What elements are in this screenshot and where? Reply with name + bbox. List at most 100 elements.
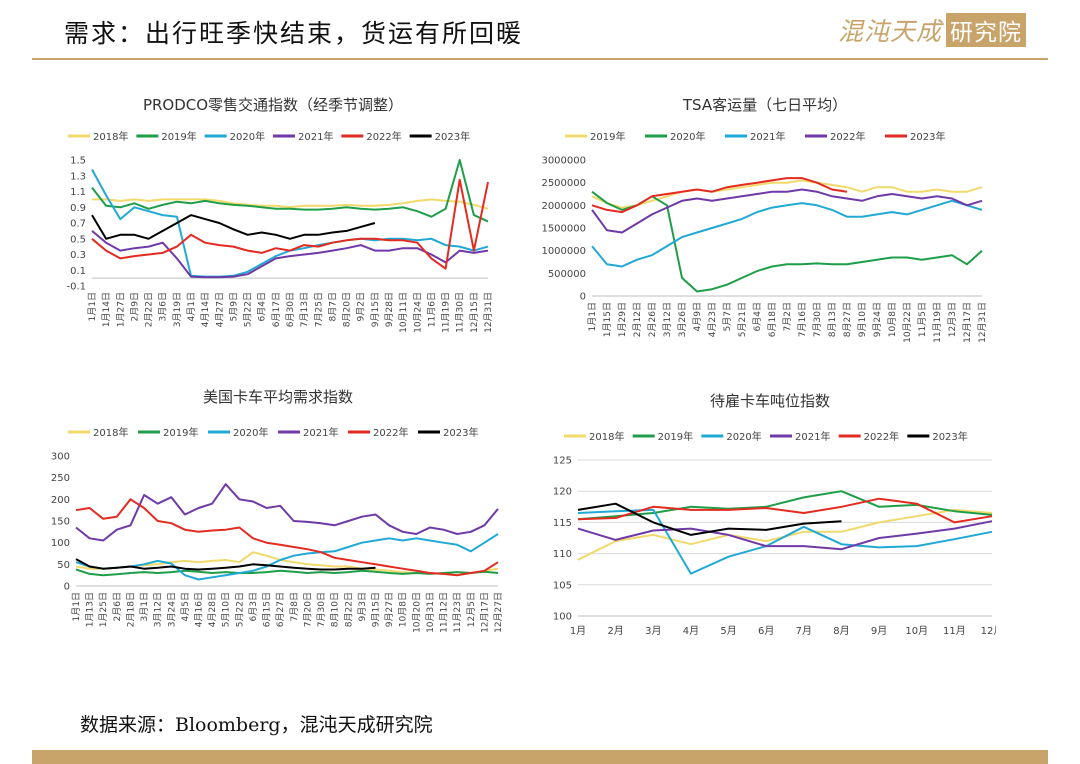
x-tick-label: 7月13日 — [299, 292, 310, 327]
series-line — [91, 169, 489, 278]
legend-label: 2021年 — [303, 426, 338, 439]
x-tick-label: 6月15日 — [262, 592, 273, 627]
x-tick-label: 9月2日 — [356, 292, 367, 321]
series-line — [577, 508, 993, 561]
legend-label: 2022年 — [366, 130, 401, 143]
y-tick-label: 110 — [553, 549, 572, 560]
series-line — [91, 214, 376, 240]
x-tick-label: 8月20日 — [342, 292, 353, 327]
y-tick-label: 1.1 — [70, 187, 86, 198]
y-tick-label: 300 — [51, 452, 70, 463]
brand-logo: 混沌天成 研究院 — [838, 12, 1026, 48]
x-tick-label: 2月9日 — [129, 292, 140, 321]
x-tick-label: 12月17日 — [962, 302, 973, 343]
x-tick-label: 11月19日 — [932, 302, 943, 343]
x-tick-label: 1月1日 — [71, 592, 82, 621]
x-tick-label: 12月15日 — [469, 292, 480, 333]
series-line — [591, 199, 983, 268]
chart-title: TSA客运量（七日平均） — [682, 96, 847, 114]
legend-label: 2023年 — [932, 430, 967, 443]
x-tick-label: 7月2日 — [782, 302, 793, 331]
y-tick-label: 115 — [553, 518, 572, 529]
x-tick-label: 6月27日 — [275, 592, 286, 627]
x-tick-label: 10月 — [905, 625, 928, 637]
y-tick-label: 125 — [553, 456, 572, 467]
x-tick-label: 12月17日 — [479, 592, 490, 633]
x-tick-label: 11月30日 — [455, 292, 466, 333]
legend-label: 2021年 — [795, 430, 830, 443]
legend-label: 2023年 — [435, 130, 470, 143]
y-tick-label: 0 — [64, 582, 70, 593]
x-tick-label: 8月 — [833, 625, 849, 637]
x-tick-label: 1月14日 — [101, 292, 112, 327]
x-tick-label: 12月3日 — [947, 302, 958, 337]
y-tick-label: 100 — [553, 612, 572, 623]
legend-label: 2020年 — [670, 130, 705, 143]
page-title: 需求：出行旺季快结束，货运有所回暖 — [64, 19, 524, 48]
x-tick-label: 5月22日 — [243, 292, 254, 327]
legend-label: 2018年 — [93, 426, 128, 439]
x-tick-label: 3月24日 — [166, 592, 177, 627]
x-tick-label: 1月25日 — [98, 592, 109, 627]
x-tick-label: 1月27日 — [115, 292, 126, 327]
x-tick-label: 1月13日 — [85, 592, 96, 627]
legend-label: 2022年 — [830, 130, 865, 143]
tsa-chart: TSA客运量（七日平均） 2019年 2020年 2021年 2022年 2023年 0 50… — [540, 88, 990, 350]
x-tick-label: 5月22日 — [234, 592, 245, 627]
x-tick-label: 6月4日 — [257, 292, 268, 321]
legend-label: 2023年 — [910, 130, 945, 143]
series-line — [577, 520, 993, 551]
x-tick-label: 9月10日 — [857, 302, 868, 337]
x-tick-label: 4月9日 — [692, 302, 703, 331]
x-tick-label: 4月1日 — [186, 292, 197, 321]
y-tick-label: 0.5 — [70, 234, 86, 245]
x-tick-label: 6月3日 — [248, 592, 259, 621]
x-tick-label: 11月19日 — [441, 292, 452, 333]
y-tick-label: 100 — [51, 538, 70, 549]
truck-demand-chart: 美国卡车平均需求指数 2018年 2019年 2020年 2021年 2022年 2023年… — [48, 382, 508, 650]
x-tick-label: 1月15日 — [602, 302, 613, 337]
x-tick-label: 11月6日 — [426, 292, 437, 327]
series-line — [591, 188, 983, 234]
x-tick-label: 9月27日 — [384, 592, 395, 627]
footer-bar — [32, 750, 1048, 764]
legend-label: 2022年 — [864, 430, 899, 443]
series-line — [577, 497, 993, 524]
y-tick-label: 250 — [51, 473, 70, 484]
x-tick-label: 2月22日 — [144, 292, 155, 327]
x-tick-label: 3月19日 — [172, 292, 183, 327]
x-tick-label: 3月12日 — [662, 302, 673, 337]
logo-box-text: 研究院 — [946, 13, 1026, 47]
y-tick-label: 200 — [51, 495, 70, 506]
x-tick-label: 7月30日 — [812, 302, 823, 337]
x-tick-label: 3月 — [645, 625, 661, 637]
x-tick-label: 7月 — [796, 625, 812, 637]
y-tick-label: 120 — [553, 487, 572, 498]
x-tick-label: 1月 — [570, 625, 586, 637]
series-line — [91, 178, 489, 270]
x-tick-label: 12月31日 — [483, 292, 494, 333]
logo-text: 混沌天成 — [837, 17, 942, 46]
y-tick-label: 150 — [51, 517, 70, 528]
series-line — [75, 498, 499, 577]
x-tick-label: 4月 — [683, 625, 699, 637]
x-tick-label: 9月15日 — [370, 292, 381, 327]
x-tick-label: 9月24日 — [872, 302, 883, 337]
legend-label: 2022年 — [373, 426, 408, 439]
x-tick-label: 2月26日 — [647, 302, 658, 337]
series-line — [577, 508, 993, 575]
x-tick-label: 6月18日 — [767, 302, 778, 337]
x-tick-label: 7月16日 — [797, 302, 808, 337]
legend-label: 2019年 — [658, 430, 693, 443]
y-tick-label: 0.3 — [70, 250, 86, 261]
y-tick-label: 3000000 — [541, 156, 586, 167]
x-tick-label: 10月8日 — [398, 592, 409, 627]
y-tick-label: 1.3 — [70, 171, 86, 182]
series-line — [591, 179, 983, 209]
x-tick-label: 4月14日 — [200, 292, 211, 327]
x-tick-label: 8月7日 — [327, 292, 338, 321]
x-tick-label: 5月10日 — [221, 592, 232, 627]
x-tick-label: 12月 — [981, 625, 996, 637]
x-tick-label: 2月18日 — [125, 592, 136, 627]
chart-title: 美国卡车平均需求指数 — [203, 388, 353, 406]
